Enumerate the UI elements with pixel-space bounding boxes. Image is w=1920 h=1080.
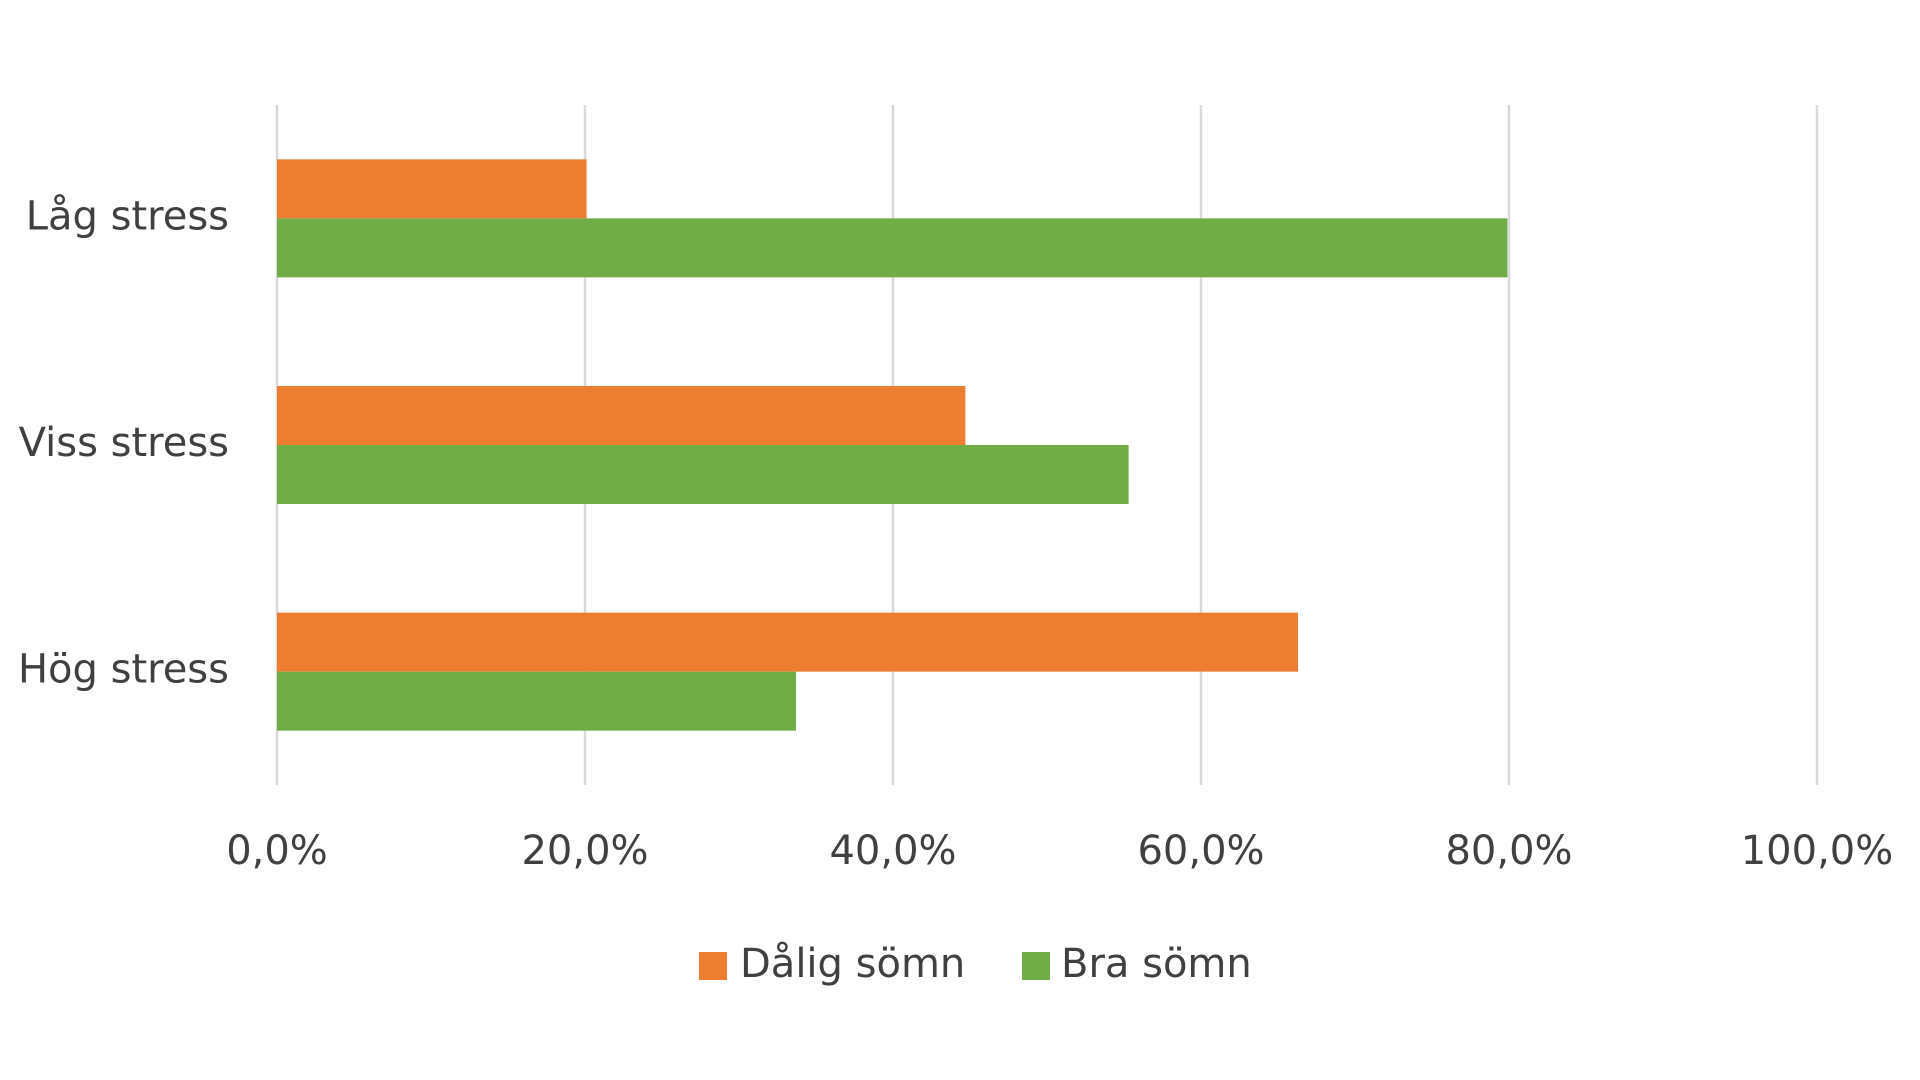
x-tick-label: 80,0% xyxy=(1445,828,1572,874)
legend-label: Dålig sömn xyxy=(740,941,965,987)
legend-label: Bra sömn xyxy=(1061,941,1252,987)
x-tick-label: 0,0% xyxy=(226,828,328,874)
x-tick-label: 20,0% xyxy=(521,828,648,874)
x-tick-label: 60,0% xyxy=(1137,828,1264,874)
legend-swatch xyxy=(1022,952,1050,980)
x-tick-label: 100,0% xyxy=(1741,828,1894,874)
y-tick-label: Hög stress xyxy=(18,647,229,693)
y-tick-label: Låg stress xyxy=(26,193,229,239)
bar xyxy=(277,386,966,445)
bar xyxy=(277,671,796,731)
bar xyxy=(277,159,587,219)
legend-swatch xyxy=(699,952,727,980)
bar xyxy=(277,445,1129,504)
x-tick-label: 40,0% xyxy=(829,828,956,874)
y-tick-label: Viss stress xyxy=(19,420,229,466)
bar xyxy=(277,218,1508,278)
bar xyxy=(277,612,1299,672)
